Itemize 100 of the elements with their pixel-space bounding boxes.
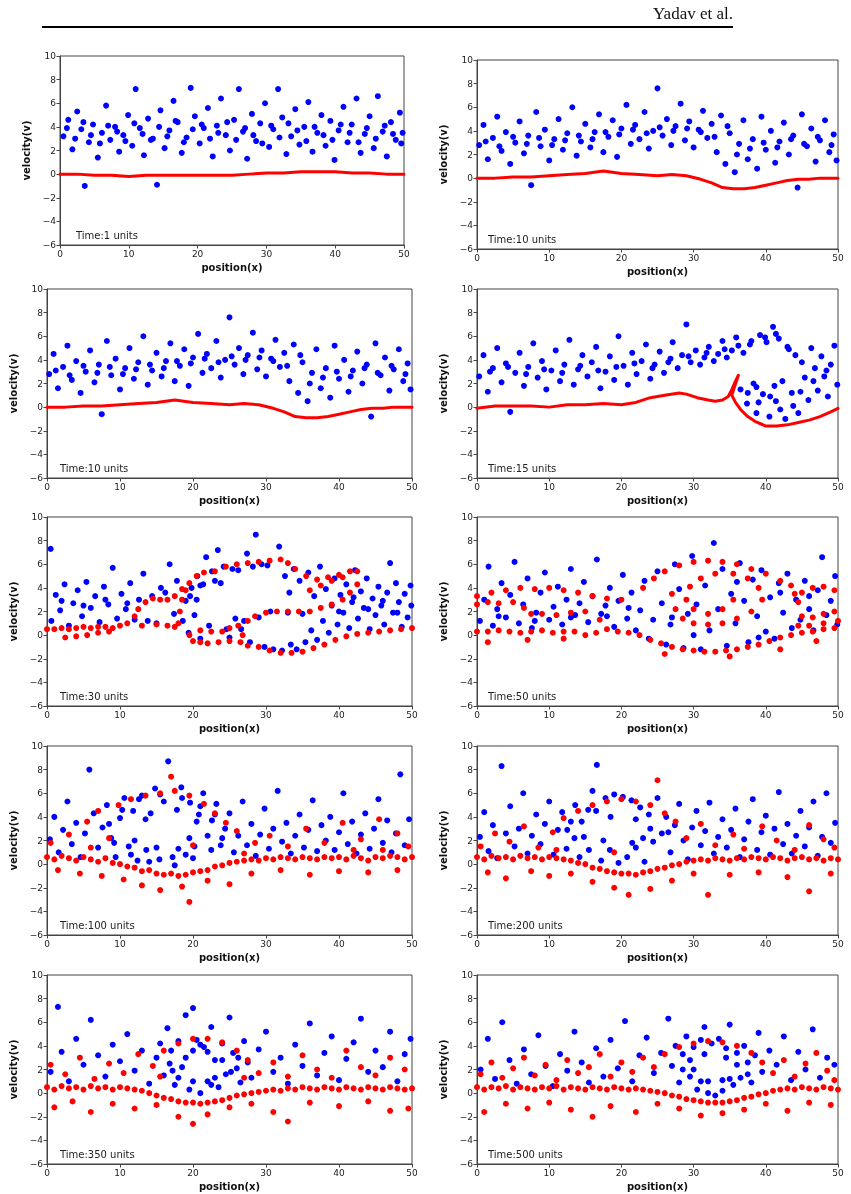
y-tick-label: 2	[37, 378, 43, 389]
y-tick-label: 0	[467, 173, 474, 184]
y-tick-label: 0	[467, 402, 474, 413]
y-tick-label: 4	[467, 1040, 474, 1051]
x-tick-label: 10	[114, 938, 126, 949]
y-tick-label: 0	[467, 630, 474, 641]
x-tick-label: 10	[114, 481, 126, 492]
y-tick-label: −6	[42, 240, 57, 250]
x-tick-label: 40	[760, 481, 772, 492]
y-tick-label: −6	[29, 1159, 44, 1169]
x-tick-label: 50	[406, 481, 418, 492]
y-tick-label: −4	[29, 906, 44, 917]
y-tick-label: 8	[467, 764, 474, 775]
x-tick-label: 50	[398, 248, 410, 259]
y-tick-label: −6	[459, 1159, 474, 1169]
x-axis-title: position(x)	[626, 952, 689, 964]
y-tick-label: 0	[50, 169, 57, 180]
y-tick-label: 2	[467, 1064, 473, 1075]
y-axis-title: velocity(v)	[437, 1039, 449, 1100]
annotation: Time:200 units	[487, 919, 563, 931]
y-tick-label: −4	[459, 449, 474, 460]
y-tick-label: −2	[459, 196, 473, 207]
x-tick-label: 50	[832, 252, 844, 263]
y-tick-label: −2	[29, 1111, 43, 1122]
x-tick-label: 40	[760, 252, 772, 263]
x-tick-label: 20	[191, 248, 204, 259]
x-tick-label: 50	[406, 1167, 418, 1178]
y-tick-label: 2	[37, 606, 43, 617]
y-axis-title: velocity(v)	[437, 810, 449, 871]
annotation: Time:1 units	[75, 229, 138, 241]
x-tick-label: 20	[187, 938, 199, 949]
y-tick-label: 8	[37, 764, 44, 775]
x-tick-label: 30	[687, 709, 700, 720]
x-tick-label: 30	[687, 481, 700, 492]
y-tick-label: 0	[37, 859, 44, 870]
x-tick-label: 10	[114, 1167, 126, 1178]
y-axis-title: velocity(v)	[7, 810, 19, 871]
y-tick-label: 8	[37, 535, 44, 546]
y-tick-label: −6	[29, 473, 44, 483]
annotation: Time:30 units	[59, 690, 129, 702]
annotation: Time:15 units	[487, 462, 557, 474]
x-tick-label: 30	[260, 481, 272, 492]
y-tick-label: 4	[467, 811, 474, 822]
annotation: Time:50 units	[487, 690, 557, 702]
annotation: Time:10 units	[59, 462, 129, 474]
y-tick-label: −4	[29, 1135, 44, 1146]
y-tick-label: 8	[50, 74, 57, 85]
y-tick-label: 6	[50, 98, 57, 109]
y-tick-label: −4	[459, 677, 474, 688]
x-tick-label: 10	[114, 709, 126, 720]
x-tick-label: 40	[333, 1167, 345, 1178]
y-tick-label: 10	[461, 741, 474, 751]
y-tick-label: 8	[467, 307, 474, 318]
y-tick-label: 6	[37, 1017, 44, 1028]
x-tick-label: 20	[615, 938, 628, 949]
y-tick-label: 8	[37, 307, 44, 318]
y-axis-title: velocity(v)	[7, 353, 19, 414]
x-tick-label: 50	[406, 938, 418, 949]
y-axis-title: velocity(v)	[437, 353, 449, 414]
x-axis-title: position(x)	[198, 723, 261, 735]
y-tick-label: 2	[467, 835, 473, 846]
y-tick-label: −2	[459, 1111, 473, 1122]
x-tick-label: 0	[474, 481, 481, 492]
y-tick-label: −6	[459, 473, 474, 483]
y-tick-label: −6	[29, 930, 44, 940]
x-tick-label: 50	[832, 1167, 844, 1178]
x-tick-label: 20	[615, 252, 628, 263]
x-tick-label: 50	[832, 709, 844, 720]
y-tick-label: −2	[459, 653, 473, 664]
y-tick-label: −6	[459, 701, 474, 711]
y-tick-label: −2	[459, 882, 473, 893]
x-tick-label: 30	[260, 938, 272, 949]
y-tick-label: 8	[467, 535, 474, 546]
y-tick-label: −2	[29, 425, 43, 436]
y-tick-label: 0	[37, 1088, 44, 1099]
y-tick-label: 10	[461, 512, 474, 522]
y-tick-label: 4	[467, 582, 474, 593]
line-series	[475, 373, 840, 428]
y-tick-label: 2	[37, 835, 43, 846]
x-tick-label: 30	[260, 1167, 272, 1178]
y-tick-label: 2	[467, 378, 473, 389]
y-tick-label: 10	[31, 512, 44, 522]
x-tick-label: 20	[187, 1167, 199, 1178]
x-tick-label: 10	[543, 709, 556, 720]
x-axis-title: position(x)	[626, 723, 689, 735]
x-tick-label: 0	[474, 938, 481, 949]
x-tick-label: 40	[333, 938, 345, 949]
y-tick-label: 6	[37, 788, 44, 799]
x-tick-label: 30	[260, 248, 273, 259]
y-tick-label: 8	[467, 993, 474, 1004]
y-tick-label: 2	[50, 145, 56, 156]
x-tick-label: 10	[543, 938, 556, 949]
y-tick-label: 6	[37, 331, 44, 342]
y-tick-label: 6	[467, 788, 474, 799]
y-tick-label: 2	[37, 1064, 43, 1075]
x-axis-title: position(x)	[626, 266, 689, 278]
y-tick-label: 6	[467, 1017, 474, 1028]
x-tick-label: 40	[760, 1167, 772, 1178]
y-tick-label: 10	[461, 55, 474, 65]
x-tick-label: 20	[187, 709, 199, 720]
